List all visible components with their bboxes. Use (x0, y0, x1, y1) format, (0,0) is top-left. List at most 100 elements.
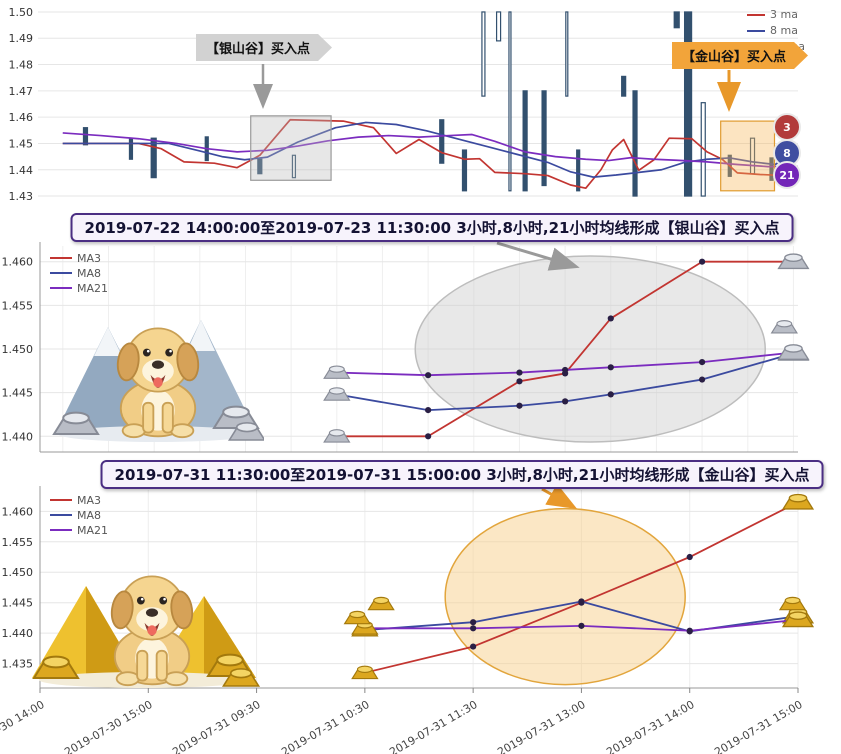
silver-valley-banner: 2019-07-22 14:00:00至2019-07-23 11:30:00 … (70, 213, 794, 242)
series-line-ma3 (62, 118, 799, 190)
candle (495, 11, 502, 42)
data-point-marker (607, 315, 614, 322)
data-point-marker (699, 258, 706, 265)
candle (769, 157, 774, 181)
gold-ingot-icon (782, 493, 814, 510)
gold-ingot-icon (782, 611, 814, 628)
legend-label: MA3 (77, 252, 101, 265)
data-point-marker (470, 625, 477, 632)
candle (150, 137, 157, 179)
y-tick-label: 1.49 (9, 32, 34, 45)
legend-label: MA3 (77, 494, 101, 507)
legend-label: MA8 (77, 509, 101, 522)
candle (439, 119, 445, 164)
silver-valley-callout: 【银山谷】买入点 (196, 34, 332, 61)
y-tick-label: 1.44 (9, 164, 34, 177)
y-tick-label: 1.450 (2, 566, 34, 579)
data-point-marker (686, 553, 693, 561)
candle (632, 90, 638, 197)
candle (128, 137, 134, 160)
gold-pyramid-shade (204, 596, 256, 678)
y-tick-label: 1.460 (2, 256, 34, 269)
candle (508, 11, 512, 192)
silver-ingot-icon (323, 429, 351, 443)
y-tick-label: 1.48 (9, 59, 34, 72)
data-point-marker (607, 364, 614, 371)
data-point-marker (516, 402, 523, 409)
data-point-marker (516, 378, 523, 385)
legend-label: MA8 (77, 267, 101, 280)
gold-zone (720, 120, 776, 192)
candle (257, 158, 263, 175)
data-point-marker (578, 622, 585, 629)
candle (576, 149, 581, 192)
silver-zone (250, 115, 332, 181)
silver-ingot-icon (323, 365, 351, 379)
data-point-marker (578, 598, 585, 605)
y-tick-label: 1.460 (2, 505, 34, 518)
silver-ingot-icon (777, 253, 809, 270)
data-point-marker (562, 366, 569, 374)
silver-ingot-icon (323, 387, 351, 401)
data-point-marker (699, 376, 706, 383)
y-tick-label: 1.50 (9, 6, 34, 19)
data-point-marker (425, 433, 432, 440)
mountain-snowcap-icon (94, 327, 122, 356)
series-line-ma8 (62, 121, 799, 178)
legend-label: MA21 (77, 282, 108, 295)
candle (481, 11, 486, 97)
gold-ingot-icon (779, 596, 806, 611)
candle (673, 11, 680, 29)
data-point-marker (686, 627, 693, 634)
gold-valley-callout: 【金山谷】买入点 (672, 42, 808, 69)
gold-valley-chart: 1.460 1.455 1.450 1.445 1.440 1.435 MA3 MA8 MA21 (2, 486, 814, 693)
legend-label: 8 ma (770, 24, 798, 37)
y-tick-label: 1.435 (2, 658, 34, 671)
legend-swatch (747, 29, 766, 32)
gold-ingot-icon (344, 610, 371, 625)
data-point-marker (425, 407, 432, 414)
y-tick-label: 1.445 (2, 387, 34, 400)
data-point-marker (607, 391, 614, 398)
candle (565, 11, 569, 97)
data-point-marker (425, 372, 432, 379)
series-line-ma21 (62, 132, 798, 168)
legend-item: 3 ma (747, 8, 805, 21)
y-tick-label: 1.455 (2, 299, 34, 312)
candle (683, 11, 693, 197)
mountain-snowcap-icon (187, 320, 215, 351)
y-tick-label: 1.47 (9, 85, 34, 98)
candle (291, 154, 297, 179)
candle (461, 149, 468, 192)
gold-valley-banner: 2019-07-31 11:30:00至2019-07-31 15:00:00 … (100, 460, 824, 489)
y-tick-label: 1.450 (2, 343, 34, 356)
legend-swatch (747, 13, 766, 16)
candle (522, 90, 528, 192)
silver-highlight-ellipse (414, 255, 766, 443)
y-tick-label: 1.440 (2, 430, 34, 443)
y-tick-label: 1.440 (2, 627, 34, 640)
y-tick-label: 1.455 (2, 536, 34, 549)
data-point-marker (470, 619, 477, 626)
gold-ingot-icon (351, 665, 379, 680)
candle (621, 75, 627, 97)
y-tick-label: 1.445 (2, 597, 34, 610)
data-point-marker (562, 398, 569, 405)
silver-ingot-icon (777, 344, 809, 360)
candle (82, 127, 89, 146)
y-tick-label: 1.45 (9, 137, 34, 150)
top-chart: 1.50 1.49 1.48 1.47 1.46 1.45 1.44 1.43 (9, 6, 799, 203)
legend-label: MA21 (77, 524, 108, 537)
data-point-marker (516, 369, 523, 376)
gold-dog-illustration (32, 575, 260, 688)
silver-valley-chart: 1.460 1.455 1.450 1.445 1.440 MA3 MA8 MA21 (2, 242, 809, 453)
data-point-marker (699, 358, 706, 366)
legend-label: 3 ma (770, 8, 798, 21)
y-tick-label: 1.43 (9, 190, 34, 203)
gold-highlight-ellipse (444, 507, 686, 686)
data-point-marker (470, 643, 477, 650)
legend-item: 8 ma (747, 24, 805, 37)
dog-icon (108, 575, 196, 687)
